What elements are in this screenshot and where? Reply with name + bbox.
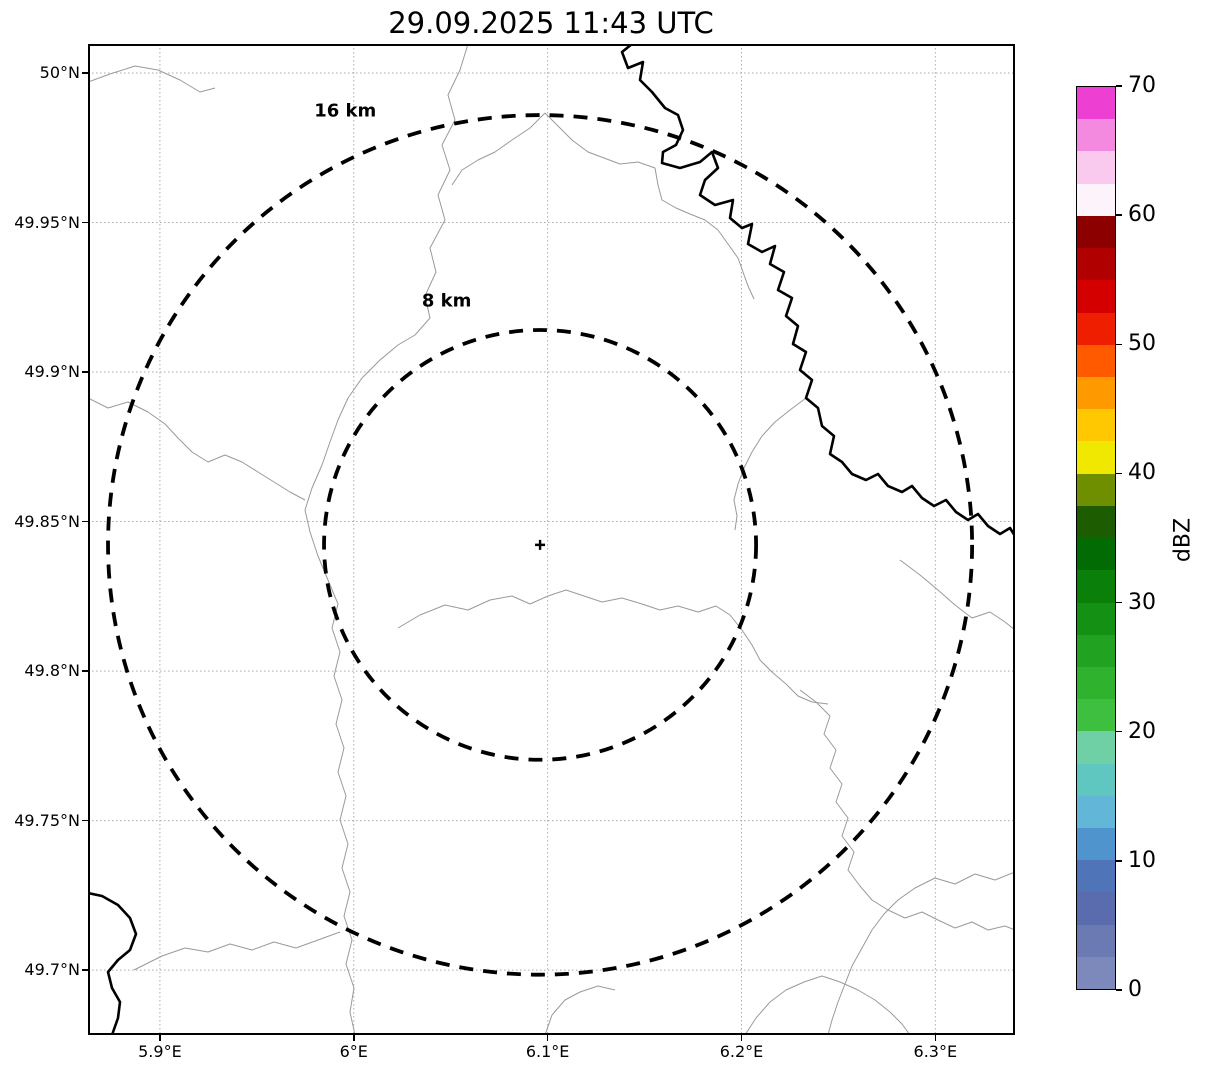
colorbar-tick-label: 50 [1128, 331, 1156, 357]
ring-label-16km: 16 km [314, 100, 377, 122]
y-tick-mark [82, 72, 88, 74]
colorbar-segment [1077, 602, 1115, 635]
colorbar-segment [1077, 215, 1115, 249]
colorbar-segment [1077, 183, 1115, 216]
colorbar-segment [1077, 312, 1115, 345]
admin-border-line [133, 931, 341, 971]
colorbar-tick-mark [1116, 472, 1122, 475]
x-tick-mark [934, 1035, 937, 1041]
colorbar-tick-label: 20 [1128, 718, 1156, 744]
colorbar-segment [1077, 699, 1115, 732]
plot-frame [88, 44, 1015, 1035]
admin-border-line [799, 689, 1015, 931]
colorbar-segment [1077, 860, 1115, 893]
x-tick-label: 6°E [339, 1042, 368, 1061]
colorbar-segment [1077, 119, 1115, 152]
colorbar-segment [1077, 763, 1115, 796]
x-tick-label: 6.2°E [719, 1042, 764, 1061]
y-tick-label: 49.85°N [14, 511, 80, 531]
admin-border-line [544, 985, 616, 1035]
x-tick-mark [159, 1035, 161, 1041]
x-tick-label: 5.9°E [138, 1042, 182, 1061]
y-tick-mark [82, 371, 88, 373]
admin-border-line [304, 44, 469, 1035]
colorbar-segment [1077, 892, 1115, 925]
colorbar-segment [1077, 280, 1115, 313]
y-tick-label: 49.95°N [14, 212, 80, 232]
y-tick-mark [82, 520, 88, 523]
x-tick-mark [353, 1035, 355, 1041]
y-tick-label: 49.75°N [14, 810, 80, 830]
admin-border-line [544, 112, 755, 300]
colorbar-segment [1077, 376, 1115, 410]
colorbar-segment [1077, 828, 1115, 861]
country-border-line [620, 44, 1015, 538]
colorbar-segment [1077, 924, 1115, 957]
range-ring-16km [106, 113, 975, 977]
colorbar-tick-mark [1116, 214, 1122, 216]
colorbar-tick-mark [1116, 85, 1122, 87]
x-tick-label: 6.3°E [913, 1042, 958, 1061]
colorbar-segment [1077, 538, 1115, 571]
y-tick-label: 49.8°N [24, 661, 80, 681]
admin-border-line [744, 975, 911, 1035]
admin-border-line [88, 65, 216, 93]
range-ring-8km [322, 328, 758, 762]
colorbar-tick-label: 60 [1128, 202, 1156, 228]
admin-border-line [733, 397, 807, 531]
colorbar [1076, 86, 1116, 990]
admin-border-line [899, 559, 1015, 631]
map-plot: 8 km 16 km [88, 44, 1015, 1035]
x-tick-label: 6.1°E [525, 1042, 570, 1061]
colorbar-tick-mark [1116, 860, 1122, 862]
colorbar-segment [1077, 473, 1115, 506]
colorbar-tick-label: 40 [1128, 460, 1156, 486]
colorbar-segment [1077, 795, 1115, 829]
x-tick-mark [546, 1035, 549, 1041]
y-tick-mark [82, 819, 88, 822]
admin-border-line [397, 589, 829, 705]
colorbar-segment [1077, 248, 1115, 281]
colorbar-axis-label: dBZ [1170, 517, 1196, 563]
y-tick-label: 49.7°N [24, 960, 80, 980]
colorbar-tick-label: 70 [1128, 73, 1156, 98]
colorbar-segment [1077, 441, 1115, 474]
y-tick-mark [82, 969, 88, 971]
colorbar-segment [1077, 570, 1115, 603]
y-tick-mark [82, 221, 88, 224]
radar-center-marker [535, 539, 546, 550]
colorbar-tick-label: 0 [1128, 977, 1142, 1002]
y-tick-mark [82, 670, 88, 672]
y-tick-label: 49.9°N [24, 362, 80, 382]
map-plot-svg [88, 44, 1015, 1035]
colorbar-segment [1077, 731, 1115, 764]
colorbar-segment [1077, 151, 1115, 184]
ring-label-8km: 8 km [421, 290, 472, 312]
colorbar-segment [1077, 505, 1115, 539]
chart-title: 29.09.2025 11:43 UTC [388, 6, 714, 40]
colorbar-segment [1077, 409, 1115, 442]
colorbar-tick-label: 10 [1128, 847, 1156, 873]
colorbar-tick-mark [1116, 989, 1122, 991]
colorbar-tick-mark [1116, 343, 1122, 346]
country-border-line [88, 891, 138, 1035]
colorbar-segment [1077, 344, 1115, 377]
colorbar-segment [1077, 634, 1115, 667]
colorbar-segment [1077, 87, 1115, 120]
x-tick-mark [740, 1035, 743, 1041]
colorbar-tick-mark [1116, 601, 1122, 604]
y-tick-label: 50°N [39, 63, 80, 82]
admin-border-line [451, 112, 546, 186]
colorbar-segment [1077, 956, 1115, 990]
colorbar-segment [1077, 666, 1115, 700]
colorbar-tick-label: 30 [1128, 589, 1156, 615]
admin-border-line [827, 871, 1015, 1035]
colorbar-tick-mark [1116, 730, 1122, 733]
